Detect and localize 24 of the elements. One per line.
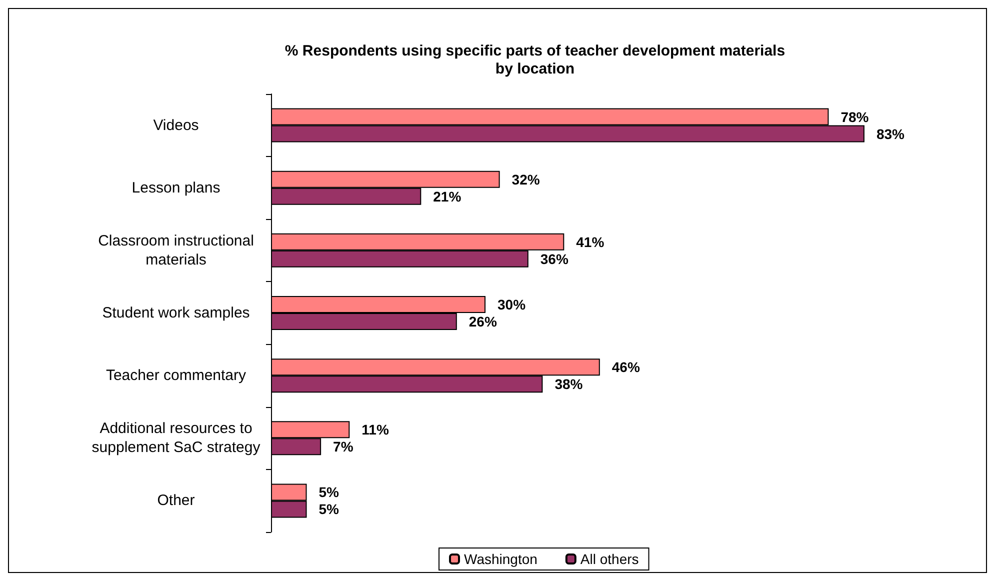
y-tick-label: Videos — [153, 116, 199, 134]
data-label: 11% — [362, 422, 390, 438]
data-label: 32% — [512, 171, 540, 188]
data-label: 36% — [540, 250, 569, 267]
y-tick-label: Other — [157, 492, 195, 510]
data-label: 41% — [576, 234, 605, 250]
data-label: 78% — [840, 108, 870, 125]
y-tick-label: Additional resources to supplement SaC strategy — [92, 420, 261, 456]
y-tick-label: Teacher commentary — [106, 367, 247, 384]
legend-label: All others — [580, 551, 639, 567]
data-label: 5% — [318, 501, 340, 518]
data-label: 46% — [612, 359, 640, 376]
y-tick-label: Student work samples — [102, 304, 250, 322]
y-tick-label: Lesson plans — [132, 179, 220, 196]
y-tick-label: Classroom instructional materials — [98, 232, 254, 268]
legend-label: Washington — [464, 551, 538, 567]
data-label: 21% — [433, 188, 462, 204]
chart-title: % Respondents using specific parts of teacher development materials by location — [284, 42, 786, 78]
data-label: 5% — [318, 484, 340, 500]
data-label: 30% — [498, 296, 526, 312]
data-label: 83% — [876, 126, 906, 142]
data-label: 26% — [468, 314, 498, 330]
data-label: 38% — [554, 376, 584, 392]
data-label: 7% — [333, 438, 354, 455]
